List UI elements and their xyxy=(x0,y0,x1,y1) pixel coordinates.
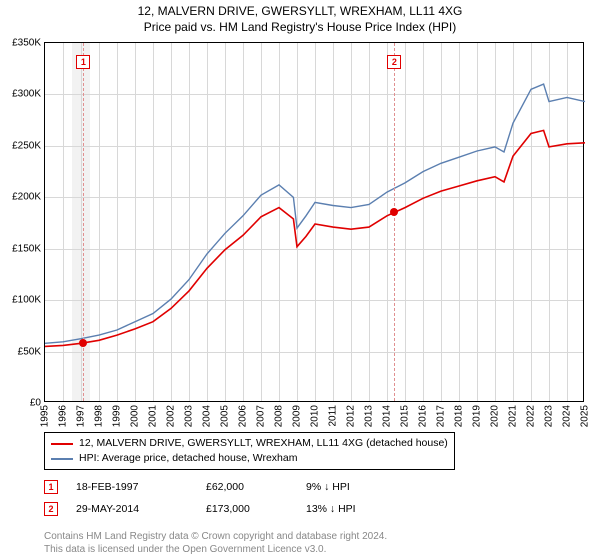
y-axis-label: £150K xyxy=(12,243,41,254)
event-date: 18-FEB-1997 xyxy=(76,481,206,493)
y-axis-label: £250K xyxy=(12,140,41,151)
attribution-line1: Contains HM Land Registry data © Crown c… xyxy=(44,530,387,543)
y-axis-label: £200K xyxy=(12,192,41,203)
x-axis-label: 1996 xyxy=(58,405,69,427)
x-axis-label: 2024 xyxy=(562,405,573,427)
x-axis-label: 2019 xyxy=(472,405,483,427)
event-dashed-line xyxy=(83,43,84,401)
x-axis-label: 2000 xyxy=(130,405,141,427)
series-lines xyxy=(45,43,585,403)
x-axis-label: 2013 xyxy=(364,405,375,427)
event-table: 1 18-FEB-1997£62,0009% ↓ HPI 2 29-MAY-2014£… xyxy=(44,480,406,524)
x-axis-label: 2021 xyxy=(508,405,519,427)
x-axis-label: 2008 xyxy=(274,405,285,427)
price-chart: £0£50K£100K£150K£200K£250K£300K£350K1995… xyxy=(44,42,584,402)
event-marker-box: 2 xyxy=(387,55,401,69)
x-axis-label: 2007 xyxy=(256,405,267,427)
legend-item: HPI: Average price, detached house, Wrex… xyxy=(51,451,448,466)
x-axis-label: 2020 xyxy=(490,405,501,427)
legend-item: 12, MALVERN DRIVE, GWERSYLLT, WREXHAM, L… xyxy=(51,436,448,451)
x-axis-label: 2005 xyxy=(220,405,231,427)
attribution-text: Contains HM Land Registry data © Crown c… xyxy=(44,530,387,556)
x-axis-label: 2003 xyxy=(184,405,195,427)
event-price: £173,000 xyxy=(206,503,306,515)
event-date: 29-MAY-2014 xyxy=(76,503,206,515)
series-hpi xyxy=(45,84,585,343)
x-axis-label: 1995 xyxy=(40,405,51,427)
x-axis-label: 2014 xyxy=(382,405,393,427)
event-id-box: 1 xyxy=(44,480,58,494)
x-axis-label: 2011 xyxy=(328,405,339,427)
x-axis-label: 1999 xyxy=(112,405,123,427)
y-axis-label: £300K xyxy=(12,89,41,100)
event-diff: 9% ↓ HPI xyxy=(306,481,406,493)
event-row: 1 18-FEB-1997£62,0009% ↓ HPI xyxy=(44,480,406,494)
legend-swatch xyxy=(51,458,73,460)
event-diff: 13% ↓ HPI xyxy=(306,503,406,515)
x-axis-label: 2023 xyxy=(544,405,555,427)
event-dashed-line xyxy=(394,43,395,401)
legend-swatch xyxy=(51,443,73,445)
y-axis-label: £100K xyxy=(12,295,41,306)
x-axis-label: 1997 xyxy=(76,405,87,427)
event-row: 2 29-MAY-2014£173,00013% ↓ HPI xyxy=(44,502,406,516)
chart-title-line1: 12, MALVERN DRIVE, GWERSYLLT, WREXHAM, L… xyxy=(0,4,600,18)
x-axis-label: 2022 xyxy=(526,405,537,427)
x-axis-label: 2012 xyxy=(346,405,357,427)
event-marker-box: 1 xyxy=(76,55,90,69)
event-marker-dot xyxy=(390,208,398,216)
x-axis-label: 2017 xyxy=(436,405,447,427)
attribution-line2: This data is licensed under the Open Gov… xyxy=(44,543,387,556)
x-axis-label: 2016 xyxy=(418,405,429,427)
x-axis-label: 2015 xyxy=(400,405,411,427)
x-axis-label: 2025 xyxy=(580,405,591,427)
y-axis-label: £50K xyxy=(18,346,41,357)
legend-label: 12, MALVERN DRIVE, GWERSYLLT, WREXHAM, L… xyxy=(79,436,448,451)
event-price: £62,000 xyxy=(206,481,306,493)
x-axis-label: 2004 xyxy=(202,405,213,427)
chart-title-line2: Price paid vs. HM Land Registry's House … xyxy=(0,20,600,34)
x-axis-label: 2018 xyxy=(454,405,465,427)
x-axis-label: 2002 xyxy=(166,405,177,427)
series-paid xyxy=(45,130,585,346)
legend-label: HPI: Average price, detached house, Wrex… xyxy=(79,451,298,466)
chart-legend: 12, MALVERN DRIVE, GWERSYLLT, WREXHAM, L… xyxy=(44,432,455,470)
x-axis-label: 2009 xyxy=(292,405,303,427)
y-axis-label: £350K xyxy=(12,38,41,49)
x-axis-label: 2006 xyxy=(238,405,249,427)
x-axis-label: 2010 xyxy=(310,405,321,427)
event-marker-dot xyxy=(79,339,87,347)
x-axis-label: 1998 xyxy=(94,405,105,427)
event-id-box: 2 xyxy=(44,502,58,516)
x-axis-label: 2001 xyxy=(148,405,159,427)
